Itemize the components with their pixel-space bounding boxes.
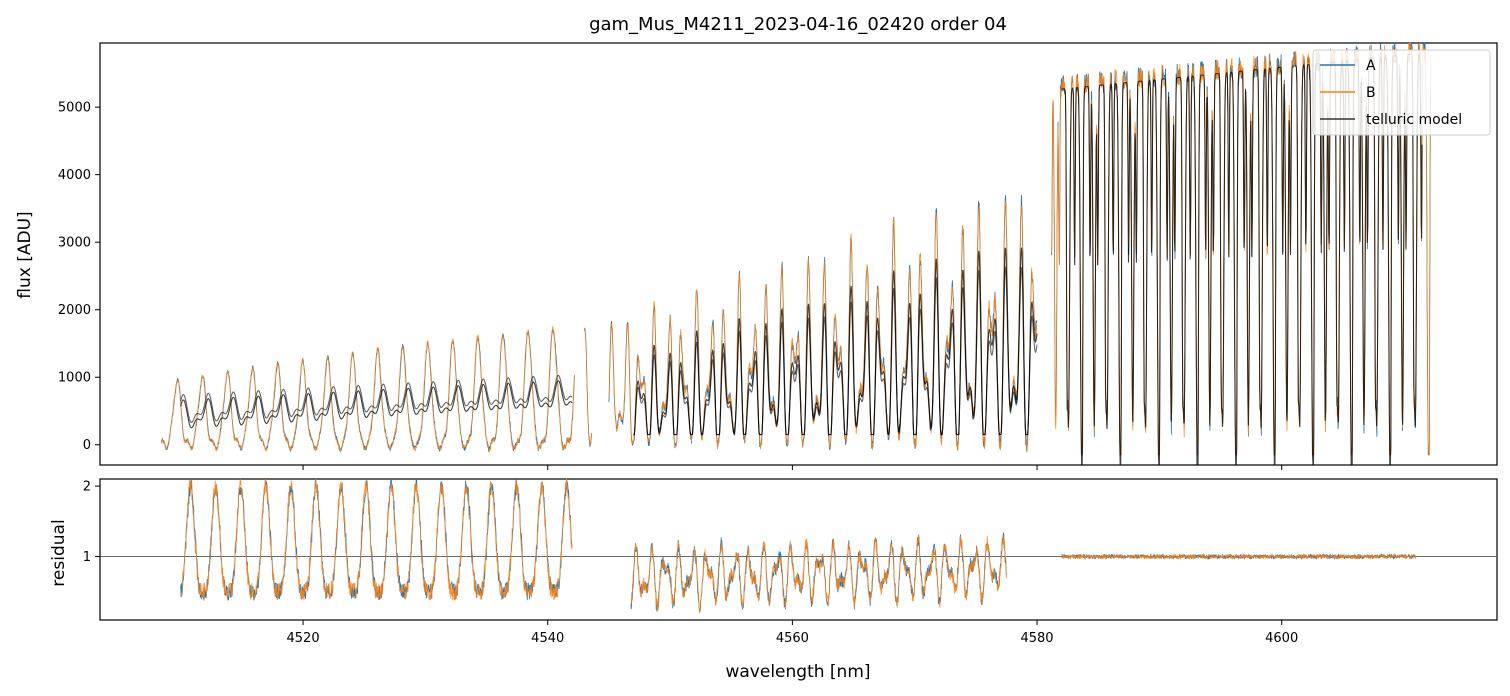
residual-y-axis-label: residual <box>49 519 69 586</box>
series-b-segment-0 <box>160 326 575 453</box>
telluric-model-b-0 <box>180 374 573 424</box>
main-y-tick-label: 4000 <box>58 168 91 183</box>
main-plot-frame <box>99 42 1498 466</box>
telluric-model-b-1 <box>633 265 1038 436</box>
main-y-tick-label: 1000 <box>58 371 91 386</box>
legend-label-model: telluric model <box>1366 112 1462 128</box>
main-y-axis-label: flux [ADU] <box>15 211 35 298</box>
main-series <box>160 41 1432 466</box>
main-panel: 0 1000 2000 3000 4000 5000 flux [ADU] A B tel… <box>15 41 1498 470</box>
residual-x-ticks: 4520 4540 4560 4580 4600 <box>287 620 1298 646</box>
residual-a-segment-1 <box>630 532 1007 614</box>
residual-plot-frame <box>99 478 1498 621</box>
legend: A B telluric model <box>1312 49 1491 136</box>
residual-y-tick-label: 2 <box>83 480 91 495</box>
legend-label-a: A <box>1366 58 1376 74</box>
residual-a-segment-0 <box>180 478 573 601</box>
main-y-tick-label: 3000 <box>58 236 91 251</box>
residual-b-segment-0 <box>180 478 573 602</box>
x-tick-label: 4600 <box>1265 631 1298 646</box>
residual-b-segment-2 <box>1061 552 1417 561</box>
x-tick-label: 4540 <box>531 631 564 646</box>
x-axis-label: wavelength [nm] <box>725 662 870 682</box>
main-y-ticks: 0 1000 2000 3000 4000 5000 <box>58 101 100 453</box>
residual-y-tick-label: 1 <box>83 550 91 565</box>
telluric-model-a-0 <box>180 380 573 429</box>
main-x-ticks <box>302 465 1283 470</box>
x-tick-label: 4560 <box>776 631 809 646</box>
x-tick-label: 4580 <box>1020 631 1053 646</box>
main-y-tick-label: 5000 <box>58 101 91 116</box>
chart-title: gam_Mus_M4211_2023-04-16_02420 order 04 <box>589 14 1007 35</box>
residual-b-segment-1 <box>630 534 1007 613</box>
residual-series <box>100 478 1497 614</box>
main-y-tick-label: 2000 <box>58 303 91 318</box>
x-tick-label: 4520 <box>287 631 320 646</box>
legend-label-b: B <box>1366 85 1376 101</box>
residual-panel: 12 4520 4540 4560 4580 4600 residual wavelen… <box>49 478 1498 682</box>
legend-box <box>1312 49 1491 136</box>
series-b-segment-1 <box>584 327 593 446</box>
main-y-tick-label: 0 <box>83 438 91 453</box>
residual-y-ticks: 12 <box>83 480 100 565</box>
